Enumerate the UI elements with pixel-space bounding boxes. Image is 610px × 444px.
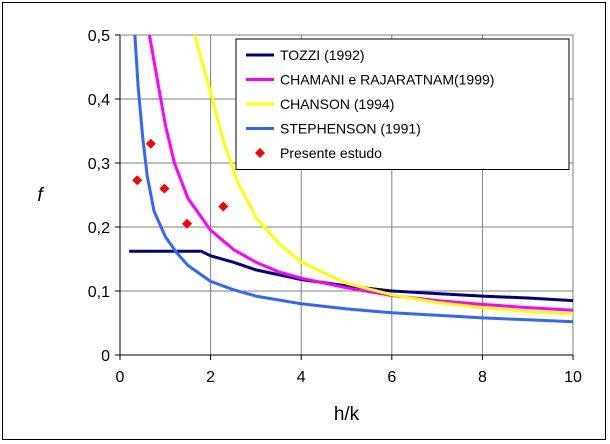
legend-box bbox=[235, 38, 570, 170]
y-tick-label: 0 bbox=[101, 348, 110, 365]
y-tick-label: 0,4 bbox=[88, 92, 110, 109]
y-tick-label: 0,2 bbox=[88, 220, 110, 237]
x-axis-title: h/k bbox=[334, 404, 360, 425]
legend-label: STEPHENSON (1991) bbox=[280, 121, 421, 137]
x-tick-label: 4 bbox=[297, 369, 306, 386]
legend-label: CHANSON (1994) bbox=[280, 96, 394, 112]
legend-label: CHAMANI e RAJARATNAM(1999) bbox=[280, 72, 494, 88]
x-tick-label: 10 bbox=[564, 369, 582, 386]
y-tick-label: 0,3 bbox=[88, 156, 110, 173]
data-point bbox=[159, 183, 170, 194]
axes bbox=[115, 34, 574, 360]
x-tick-label: 6 bbox=[387, 369, 396, 386]
tick-labels: 0 0,1 0,2 0,3 0,4 0,5 0 2 4 6 8 10 bbox=[88, 28, 582, 386]
y-axis-title: f bbox=[37, 185, 44, 206]
legend-swatch bbox=[255, 148, 265, 158]
data-point bbox=[145, 138, 156, 149]
legend: TOZZI (1992) CHAMANI e RAJARATNAM(1999) CH… bbox=[235, 38, 570, 170]
y-tick-label: 0,1 bbox=[88, 284, 110, 301]
legend-label: TOZZI (1992) bbox=[280, 47, 365, 63]
data-point bbox=[218, 201, 229, 212]
series-line bbox=[193, 34, 574, 316]
series-group bbox=[129, 34, 574, 324]
legend-label: Presente estudo bbox=[280, 145, 382, 161]
x-tick-label: 2 bbox=[206, 369, 215, 386]
series-line bbox=[147, 34, 574, 312]
x-tick-label: 0 bbox=[116, 369, 125, 386]
y-tick-label: 0,5 bbox=[88, 28, 110, 45]
x-tick-label: 8 bbox=[478, 369, 487, 386]
series-line bbox=[133, 34, 574, 324]
data-point bbox=[182, 218, 193, 229]
data-point bbox=[132, 175, 143, 186]
